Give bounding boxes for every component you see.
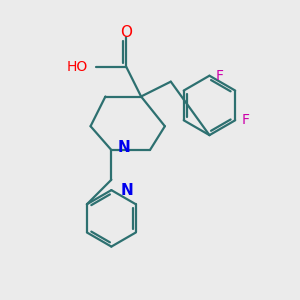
Text: N: N [120, 183, 133, 198]
Text: HO: HO [66, 60, 88, 74]
Text: O: O [120, 25, 132, 40]
Text: N: N [117, 140, 130, 154]
Text: F: F [216, 69, 224, 83]
Text: F: F [242, 113, 250, 127]
